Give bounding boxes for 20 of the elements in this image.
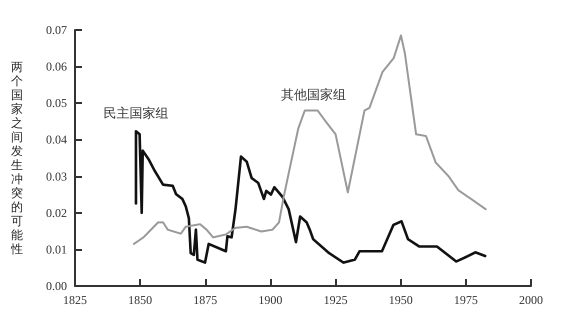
y-tick-label: 0.04	[46, 132, 67, 147]
y-tick-label: 0.02	[46, 206, 67, 220]
y-tick-label: 0.05	[46, 96, 67, 110]
series-label: 民主国家组	[103, 105, 168, 122]
y-tick-label: 0.01	[46, 242, 67, 256]
x-tick-label: 1850	[128, 293, 152, 307]
x-tick-label: 1875	[193, 293, 218, 307]
x-tick-label: 1925	[324, 293, 348, 307]
y-tick-label: 0.03	[46, 169, 67, 184]
x-tick-label: 2000	[519, 293, 543, 307]
y-tick-label: 0.07	[46, 23, 67, 37]
y-tick-label: 0.06	[46, 60, 67, 74]
x-tick-label: 1975	[454, 293, 478, 307]
y-tick-label: 0.00	[46, 279, 67, 293]
x-tick-label: 1950	[388, 293, 413, 307]
text: 两个国家之间发生冲突的可能性	[11, 60, 23, 256]
line-series	[134, 130, 486, 264]
x-tick-label: 1825	[63, 293, 87, 307]
series-label: 其他国家组	[280, 86, 346, 103]
x-tick-label: 1900	[258, 293, 282, 307]
